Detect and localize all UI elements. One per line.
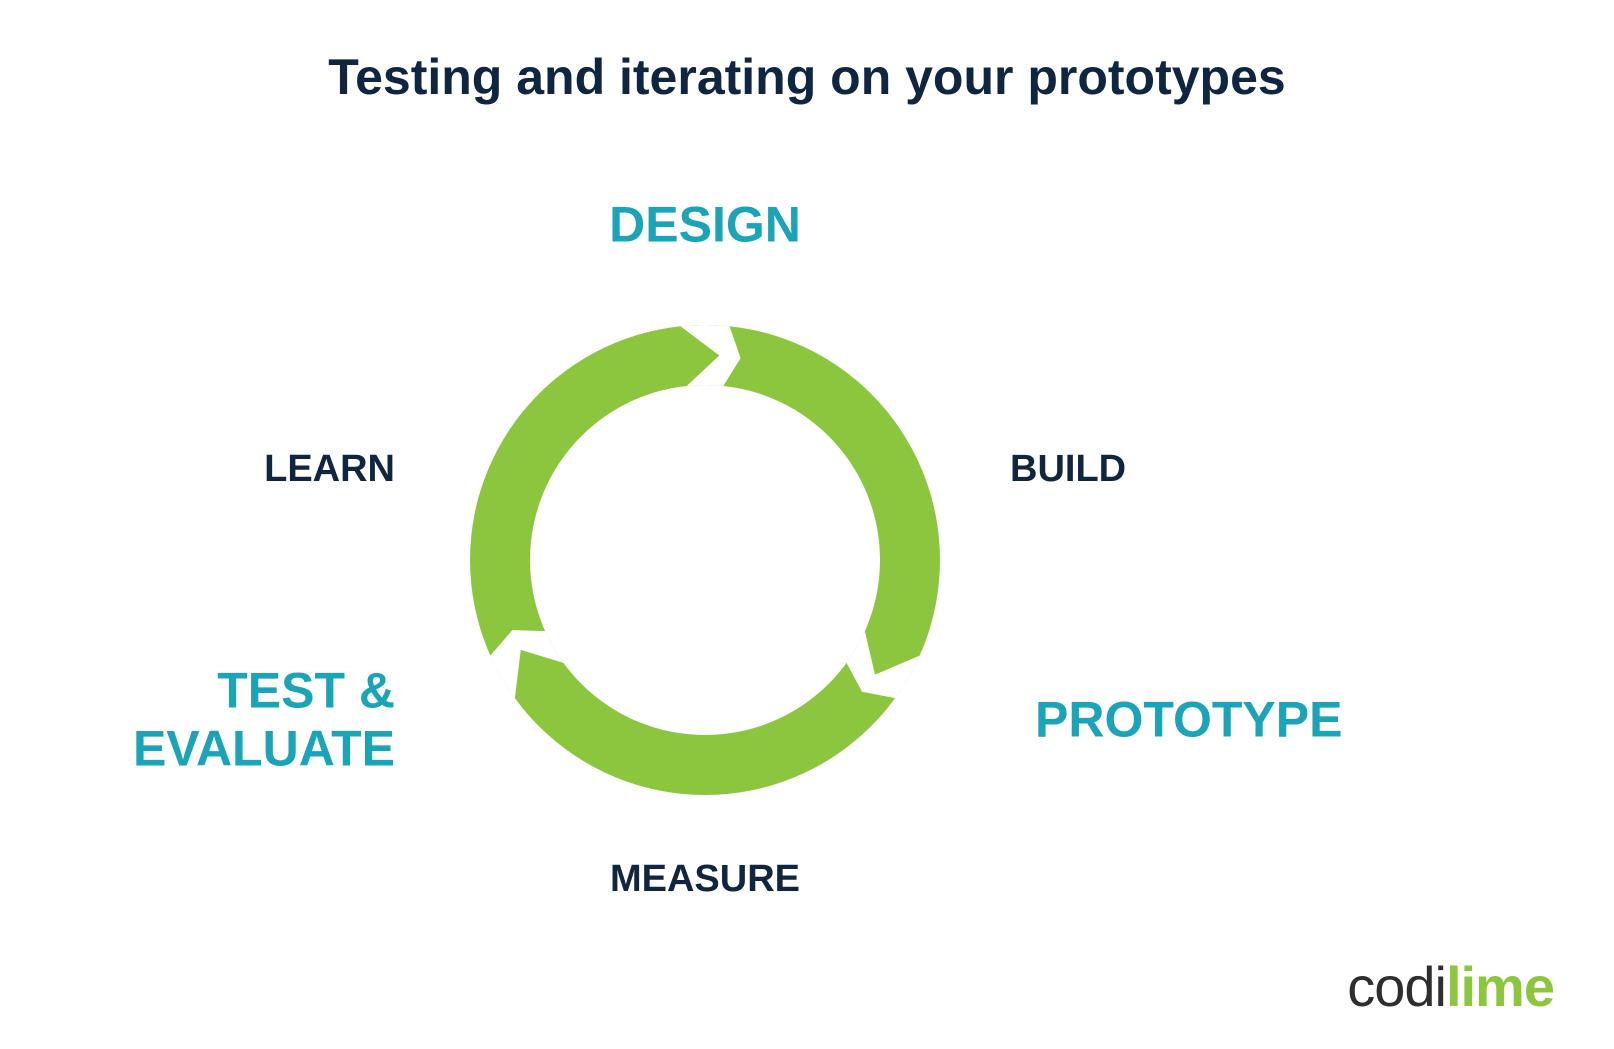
label-build: BUILD	[1010, 448, 1126, 492]
label-prototype: PROTOTYPE	[1035, 691, 1342, 749]
label-measure: MEASURE	[610, 858, 800, 902]
label-learn: LEARN	[264, 448, 395, 492]
page-title: Testing and iterating on your prototypes	[0, 48, 1614, 106]
brand-logo: codilime	[1347, 954, 1554, 1019]
label-test: TEST & EVALUATE	[133, 663, 395, 778]
logo-part1: codi	[1347, 955, 1446, 1018]
cycle-diagram	[450, 305, 960, 815]
logo-part2: lime	[1446, 955, 1554, 1018]
label-design: DESIGN	[609, 196, 801, 254]
